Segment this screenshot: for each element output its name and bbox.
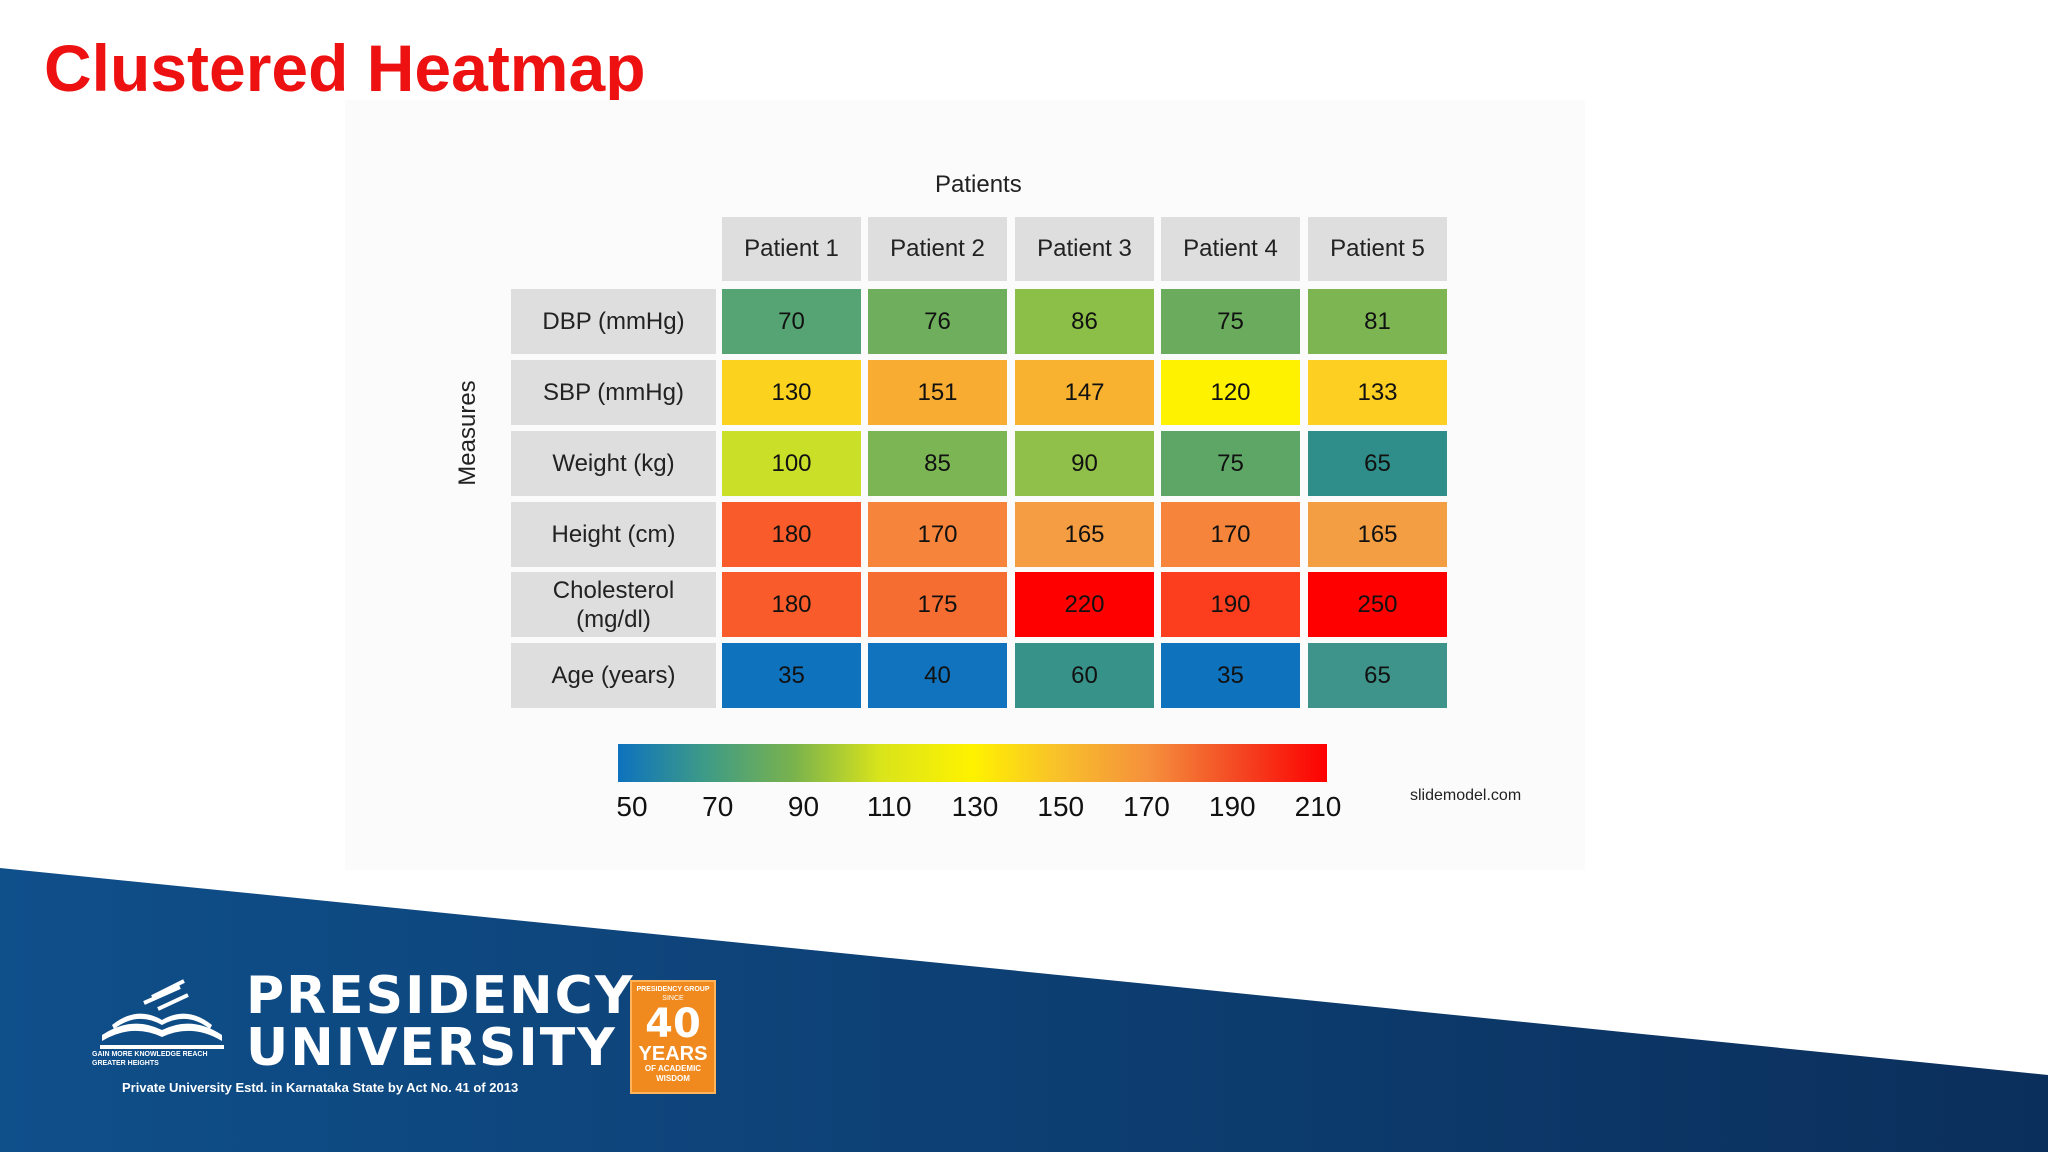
university-logo-icon <box>100 979 224 1049</box>
colorbar <box>618 744 1327 782</box>
university-act-text: Private University Estd. in Karnataka St… <box>122 1080 519 1095</box>
heatmap-cell: 100 <box>722 431 861 496</box>
colorbar-tick-label: 70 <box>702 791 734 822</box>
slide-title: Clustered Heatmap <box>44 31 646 105</box>
heatmap-cell: 85 <box>868 431 1007 496</box>
heatmap-cell: 65 <box>1308 643 1447 708</box>
badge-top: PRESIDENCY GROUP <box>636 986 710 993</box>
colorbar-tick-label: 110 <box>866 791 912 822</box>
heatmap-cell: 60 <box>1015 643 1154 708</box>
heatmap-cell: 151 <box>868 360 1007 425</box>
heatmap-cell: 130 <box>722 360 861 425</box>
badge-number: 40 <box>645 1001 701 1047</box>
heatmap-cell: 180 <box>722 572 861 637</box>
heatmap-cell: 35 <box>722 643 861 708</box>
source-credit: slidemodel.com <box>1410 787 1522 804</box>
colorbar-tick-label: 130 <box>951 791 999 822</box>
heatmap-cell: 180 <box>722 502 861 567</box>
column-header: Patient 2 <box>868 217 1007 281</box>
university-name-line2: UNIVERSITY <box>246 1018 617 1078</box>
university-name-line1: PRESIDENCY <box>246 966 635 1026</box>
heatmap-cell: 70 <box>722 289 861 354</box>
heatmap-cell: 90 <box>1015 431 1154 496</box>
y-axis-title: Measures <box>454 380 481 486</box>
row-header: Cholesterol (mg/dl) <box>511 572 716 637</box>
row-header: Weight (kg) <box>511 431 716 496</box>
university-tagline: GAIN MORE KNOWLEDGE REACH GREATER HEIGHT… <box>92 1051 208 1067</box>
heatmap-cell: 75 <box>1161 431 1300 496</box>
x-axis-title: Patients <box>935 171 1022 198</box>
heatmap-cell: 120 <box>1161 360 1300 425</box>
heatmap-cell: 175 <box>868 572 1007 637</box>
column-header: Patient 4 <box>1161 217 1300 281</box>
heatmap-cell: 40 <box>868 643 1007 708</box>
heatmap-cell: 65 <box>1308 431 1447 496</box>
heatmap-cell: 147 <box>1015 360 1154 425</box>
colorbar-tick-label: 150 <box>1037 791 1085 822</box>
row-header: DBP (mmHg) <box>511 289 716 354</box>
heatmap-cell: 170 <box>868 502 1007 567</box>
heatmap-cell: 165 <box>1015 502 1154 567</box>
column-header: Patient 5 <box>1308 217 1447 281</box>
heatmap-cell: 170 <box>1161 502 1300 567</box>
column-header: Patient 1 <box>722 217 861 281</box>
colorbar-tick-label: 90 <box>787 791 820 822</box>
badge-sub: OF ACADEMIC WISDOM <box>644 1064 702 1083</box>
heatmap-cell: 165 <box>1308 502 1447 567</box>
heatmap-cell: 133 <box>1308 360 1447 425</box>
row-header: Height (cm) <box>511 502 716 567</box>
heatmap-cell: 220 <box>1015 572 1154 637</box>
column-header: Patient 3 <box>1015 217 1154 281</box>
colorbar-tick-label: 210 <box>1294 791 1342 822</box>
colorbar-tick-label: 190 <box>1208 791 1256 822</box>
heatmap-cell: 190 <box>1161 572 1300 637</box>
heatmap-cell: 35 <box>1161 643 1300 708</box>
row-header: SBP (mmHg) <box>511 360 716 425</box>
colorbar-tick-label: 50 <box>616 791 648 822</box>
heatmap-cell: 86 <box>1015 289 1154 354</box>
anniversary-badge: PRESIDENCY GROUP SINCE 40 YEARS OF ACADE… <box>630 980 716 1094</box>
badge-since: SINCE <box>662 995 684 1002</box>
heatmap-cell: 75 <box>1161 289 1300 354</box>
row-header: Age (years) <box>511 643 716 708</box>
colorbar-tick-label: 170 <box>1123 791 1170 822</box>
heatmap-cell: 250 <box>1308 572 1447 637</box>
badge-years: YEARS <box>638 1043 708 1065</box>
heatmap-cell: 76 <box>868 289 1007 354</box>
heatmap-cell: 81 <box>1308 289 1447 354</box>
